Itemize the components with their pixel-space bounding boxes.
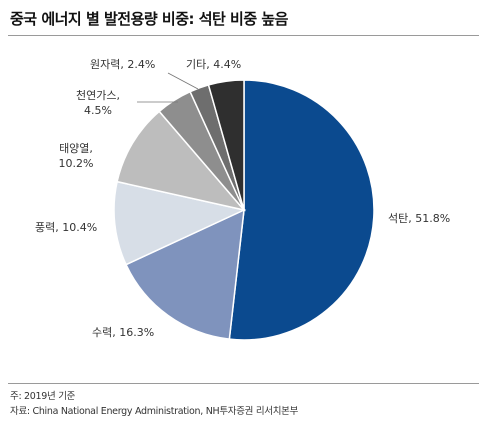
basis-note: 주: 2019년 기준 bbox=[10, 391, 76, 402]
pie-slice-3 bbox=[113, 180, 247, 266]
slice-label-5: 천연가스, 4.5% bbox=[76, 88, 120, 117]
top-divider bbox=[8, 35, 479, 36]
pie-slice-2 bbox=[125, 208, 245, 341]
leader-line-6 bbox=[167, 72, 199, 90]
pie-slice-4 bbox=[116, 110, 247, 212]
pie-slice-7 bbox=[207, 79, 245, 211]
bottom-divider bbox=[8, 383, 479, 384]
slice-labels: 석탄, 51.8% 수력, 16.3% 풍력, 10.4% 태양열, 10.2% 천연가스… bbox=[35, 58, 450, 339]
pie-slices bbox=[113, 79, 375, 341]
source-note: 자료: China National Energy Administration… bbox=[10, 406, 299, 417]
chart-title: 중국 에너지 별 발전용량 비중: 석탄 비중 높음 bbox=[10, 10, 288, 28]
leader-lines bbox=[137, 72, 199, 103]
pie-slice-1 bbox=[228, 79, 375, 341]
slice-label-6: 원자력, 2.4% bbox=[90, 58, 155, 71]
slice-label-7: 기타, 4.4% bbox=[186, 58, 241, 71]
slice-label-3: 풍력, 10.4% bbox=[35, 221, 97, 234]
slice-label-2: 수력, 16.3% bbox=[92, 326, 154, 339]
slice-label-1: 석탄, 51.8% bbox=[388, 212, 450, 225]
slice-label-4: 태양열, 10.2% bbox=[59, 142, 94, 170]
